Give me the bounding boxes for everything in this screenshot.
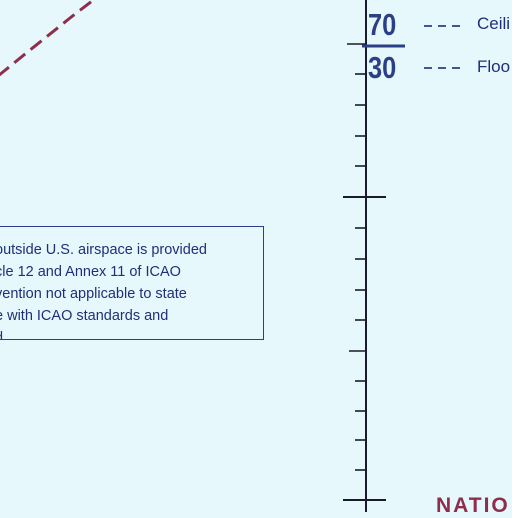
boundary-dashed-line	[0, 0, 96, 76]
ceiling-legend-label: Ceili	[477, 14, 510, 34]
note-line-3: vention not applicable to state	[0, 283, 263, 305]
ceiling-altitude-value: 70	[368, 10, 396, 40]
bottom-region-label: NATIO	[436, 494, 510, 518]
floor-legend-label: Floo	[477, 57, 510, 77]
note-line-1: outside U.S. airspace is provided	[0, 239, 263, 261]
scale-ticks	[343, 44, 386, 500]
note-line-4: e with ICAO standards and	[0, 305, 263, 327]
note-line-5: d.	[0, 327, 263, 340]
floor-altitude-value: 30	[368, 53, 396, 83]
note-line-2: cle 12 and Annex 11 of ICAO	[0, 261, 263, 283]
airspace-note-box: outside U.S. airspace is provided cle 12…	[0, 226, 264, 340]
